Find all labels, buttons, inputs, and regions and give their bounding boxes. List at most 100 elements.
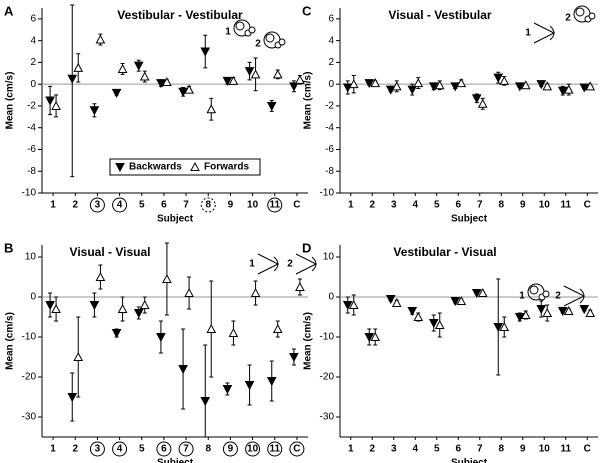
- marker: [499, 321, 510, 331]
- marker: [133, 61, 144, 71]
- eye-icon: [533, 22, 556, 44]
- marker: [413, 311, 424, 321]
- marker: [156, 79, 166, 89]
- annotation: 2: [555, 291, 561, 302]
- legend-marker: [190, 161, 200, 171]
- x-tick-label: 4: [412, 444, 418, 455]
- marker: [520, 80, 531, 90]
- y-axis-label: Mean (cm/s): [303, 312, 314, 370]
- marker: [51, 100, 61, 110]
- error-bar: [70, 4, 75, 178]
- x-tick-label: 5: [434, 200, 440, 211]
- marker: [178, 365, 188, 375]
- marker: [200, 47, 211, 57]
- x-tick-label: 5: [434, 444, 440, 455]
- marker: [407, 85, 418, 95]
- marker: [272, 69, 283, 79]
- marker: [413, 78, 424, 88]
- x-tick-label: 1: [348, 444, 354, 455]
- y-tick-label: -30: [22, 412, 37, 423]
- marker: [111, 329, 122, 339]
- ear-icon: [248, 26, 256, 34]
- marker: [542, 81, 553, 91]
- x-tick-label: 8: [498, 200, 504, 211]
- x-tick-label: 7: [183, 200, 189, 211]
- y-tick-label: -6: [27, 144, 36, 155]
- y-tick-label: 10: [323, 252, 335, 263]
- x-tick-label: 7: [477, 200, 483, 211]
- x-tick-label: 10: [247, 444, 259, 455]
- category-circle: [156, 441, 172, 457]
- marker: [471, 94, 482, 104]
- y-axis-label: Mean (cm/s): [5, 72, 16, 130]
- marker: [407, 307, 418, 317]
- marker: [563, 84, 574, 94]
- y-tick-label: 4: [30, 35, 36, 46]
- x-tick-label: 7: [477, 444, 483, 455]
- marker: [471, 289, 482, 299]
- marker: [162, 273, 172, 283]
- x-tick-label: 1: [50, 200, 56, 211]
- panel-label: B: [4, 240, 13, 255]
- x-tick-label: 3: [95, 444, 101, 455]
- marker: [178, 87, 188, 97]
- marker: [364, 333, 375, 343]
- marker: [434, 319, 445, 329]
- y-tick-label: -2: [27, 101, 36, 112]
- y-tick-label: -4: [27, 122, 36, 133]
- y-tick-label: -2: [325, 101, 334, 112]
- y-tick-label: 6: [30, 14, 36, 25]
- marker: [557, 307, 568, 317]
- category-circle: [89, 441, 105, 457]
- x-tick-label: 7: [183, 444, 189, 455]
- x-axis-label: Subject: [157, 458, 194, 463]
- y-tick-label: -10: [320, 332, 335, 343]
- marker: [244, 381, 255, 391]
- marker: [117, 303, 128, 313]
- x-tick-label: 3: [391, 200, 397, 211]
- annotation: 2: [287, 259, 293, 270]
- panel-label: D: [302, 240, 311, 255]
- x-tick-label: 9: [228, 200, 234, 211]
- y-tick-label: -10: [22, 332, 37, 343]
- annotation: 1: [519, 291, 525, 302]
- y-tick-label: -10: [22, 188, 37, 199]
- marker: [73, 62, 84, 72]
- x-axis-label: Subject: [157, 214, 194, 225]
- marker: [111, 88, 122, 98]
- marker: [456, 78, 467, 88]
- x-tick-label: 2: [72, 200, 78, 211]
- marker: [563, 305, 574, 315]
- x-tick-label: 11: [560, 444, 571, 455]
- marker: [434, 80, 445, 90]
- error-bar: [203, 344, 208, 438]
- x-tick-label: 11: [560, 200, 571, 211]
- legend-label: Forwards: [204, 162, 249, 173]
- category-circle: [267, 441, 283, 457]
- ear-icon: [235, 21, 245, 31]
- x-tick-label: 5: [139, 200, 145, 211]
- x-tick-label: C: [293, 444, 300, 455]
- x-tick-label: 3: [95, 200, 101, 211]
- marker: [266, 377, 277, 387]
- marker: [557, 86, 568, 96]
- marker: [391, 81, 402, 91]
- marker: [184, 84, 194, 94]
- chart-title: Vestibular - Vestibular: [117, 8, 243, 22]
- marker: [391, 297, 402, 307]
- y-tick-label: -20: [22, 372, 37, 383]
- x-tick-label: 2: [72, 444, 78, 455]
- marker: [295, 281, 305, 291]
- marker: [162, 76, 172, 86]
- x-tick-label: C: [293, 200, 300, 211]
- marker: [477, 287, 488, 297]
- y-tick-label: 0: [30, 79, 36, 90]
- panel-label: A: [4, 3, 14, 18]
- marker: [95, 271, 106, 281]
- marker: [456, 295, 467, 305]
- y-tick-label: 0: [30, 292, 36, 303]
- chart-title: Visual - Visual: [70, 245, 151, 259]
- x-tick-label: 8: [498, 444, 504, 455]
- marker: [266, 101, 277, 112]
